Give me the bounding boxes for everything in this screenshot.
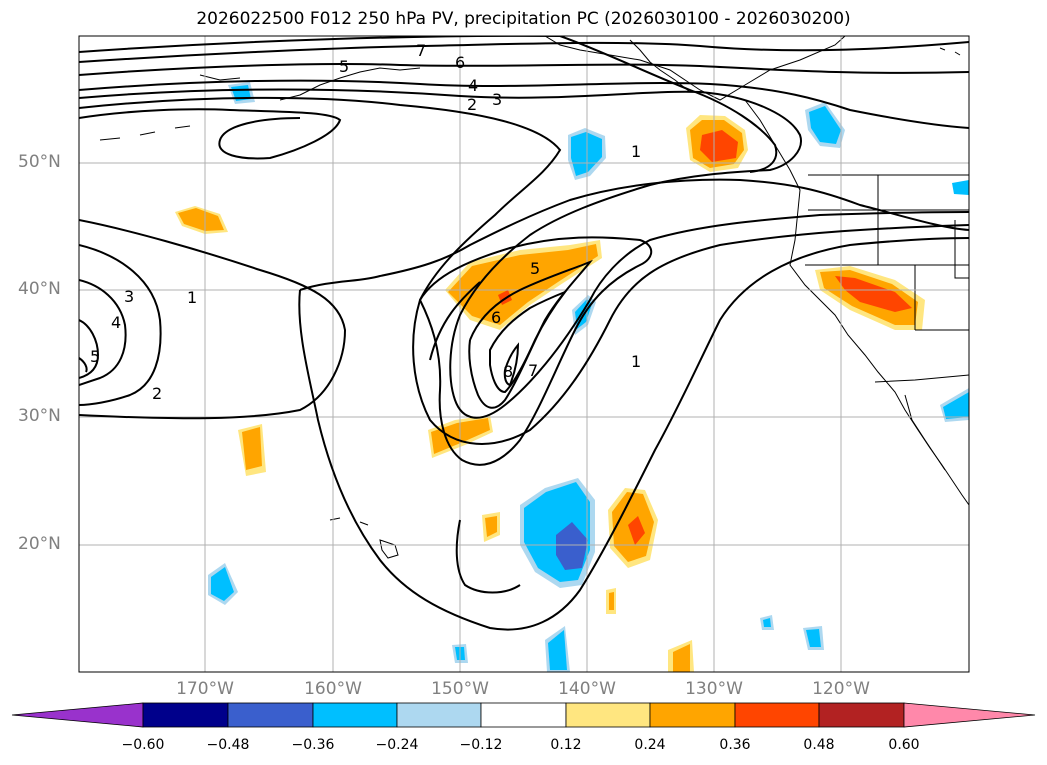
colorbar-bin-7 — [649, 702, 736, 728]
pv-label-1a: 1 — [187, 288, 197, 307]
colorbar-extend-low — [11, 702, 144, 728]
pv-label-5a: 5 — [90, 347, 100, 366]
colorbar-tick-label: −0.60 — [121, 737, 165, 753]
lat-label-20n: 20°N — [18, 534, 61, 554]
pv-contour-labels: 1 1 1 2 2 3 3 4 4 5 5 5 6 6 7 7 8 — [90, 41, 641, 403]
colorbar-extend-high — [903, 702, 1036, 728]
map-title: 2026022500 F012 250 hPa PV, precipitatio… — [196, 9, 851, 29]
colorbar — [11, 702, 1036, 728]
colorbar-tick-label: −0.24 — [375, 737, 419, 753]
colorbar-tick-label: −0.12 — [459, 737, 503, 753]
lon-label-170w: 170°W — [176, 679, 234, 699]
pv-label-6a: 6 — [455, 53, 465, 72]
lat-label-50n: 50°N — [18, 152, 61, 172]
colorbar-bin-1 — [142, 702, 229, 728]
pv-label-5c: 5 — [530, 259, 540, 278]
pv-label-2b: 2 — [467, 95, 477, 114]
pv-contours — [79, 36, 969, 631]
lon-label-150w: 150°W — [431, 679, 489, 699]
lon-label-140w: 140°W — [558, 679, 616, 699]
colorbar-bin-6 — [565, 702, 651, 728]
pv-label-3b: 3 — [492, 90, 502, 109]
lon-label-130w: 130°W — [685, 679, 743, 699]
lon-label-160w: 160°W — [304, 679, 362, 699]
map-frame — [78, 35, 970, 673]
colorbar-bin-3 — [312, 702, 398, 728]
pv-label-2a: 2 — [152, 384, 162, 403]
colorbar-bin-4 — [396, 702, 482, 728]
colorbar-bin-2 — [227, 702, 314, 728]
pv-label-3a: 3 — [124, 287, 134, 306]
pv-label-4a: 4 — [111, 313, 121, 332]
colorbar-tick-label: 0.12 — [550, 737, 582, 753]
colorbar-tick-label: 0.48 — [803, 737, 835, 753]
pv-label-5b: 5 — [339, 57, 349, 76]
precip-shading — [175, 82, 969, 672]
graticule — [79, 36, 969, 672]
pv-label-1b: 1 — [631, 142, 641, 161]
colorbar-bin-5 — [480, 702, 567, 728]
pv-label-7a: 7 — [416, 41, 426, 60]
lat-label-40n: 40°N — [18, 279, 61, 299]
colorbar-tick-label: 0.24 — [634, 737, 666, 753]
lat-label-30n: 30°N — [18, 406, 61, 426]
colorbar-tick-label: −0.36 — [291, 737, 335, 753]
pv-label-4b: 4 — [468, 76, 478, 95]
pv-label-8: 8 — [503, 362, 513, 381]
colorbar-tick-label: −0.48 — [206, 737, 250, 753]
colorbar-bin-9 — [818, 702, 905, 728]
pv-label-1c: 1 — [631, 352, 641, 371]
colorbar-tick-label: 0.36 — [719, 737, 751, 753]
colorbar-tick-label: 0.60 — [888, 737, 920, 753]
pv-label-7b: 7 — [528, 361, 538, 380]
lon-label-120w: 120°W — [812, 679, 870, 699]
colorbar-bin-8 — [734, 702, 820, 728]
pv-label-6b: 6 — [491, 308, 501, 327]
